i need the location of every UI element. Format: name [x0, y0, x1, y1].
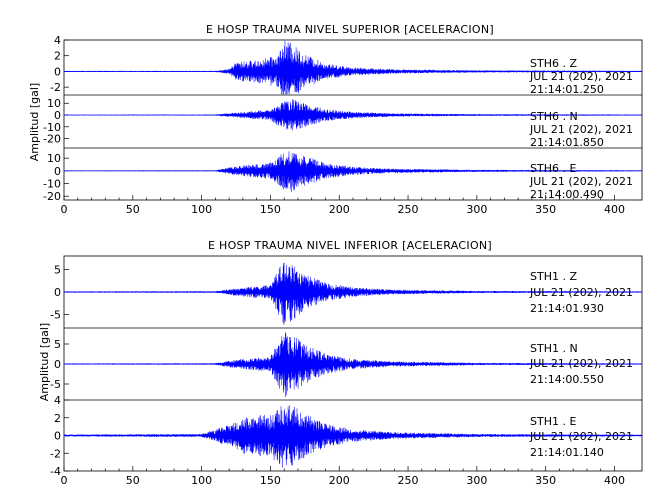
- upper-n-date: JUL 21 (202), 2021: [529, 123, 633, 136]
- x-tick-label: 350: [535, 203, 556, 216]
- y-tick-label: 0: [54, 109, 61, 122]
- y-tick-label: 10: [47, 152, 61, 165]
- upper-z-time: 21:14:01.250: [530, 83, 604, 96]
- y-tick-label: 4: [54, 34, 61, 47]
- x-tick-label: 400: [604, 203, 625, 216]
- upper-panel-e: 100-10-20 STH6 . E JUL 21 (202), 2021 21…: [43, 151, 643, 203]
- y-tick-label: 2: [54, 412, 61, 425]
- y-tick-label: 0: [54, 165, 61, 178]
- lower-x-axis: 0 50 100 150 200 250 300 350 400: [61, 466, 625, 487]
- x-tick-label: 100: [191, 203, 212, 216]
- y-tick-label: -20: [43, 190, 61, 203]
- lower-panel-e: 4 2 0 -2 -4 STH1 . E JUL 21 (202), 2021 21:1…: [50, 394, 643, 478]
- x-tick-label: 250: [398, 203, 419, 216]
- x-tick-label: 200: [329, 203, 350, 216]
- lower-figure: E HOSP TRAUMA NIVEL INFERIOR [ACELERACIO…: [38, 239, 643, 487]
- upper-e-date: JUL 21 (202), 2021: [529, 175, 633, 188]
- upper-x-axis: 0 50 100 150 200 250 300 350 400: [61, 195, 625, 216]
- y-tick-label: 10: [47, 97, 61, 110]
- upper-figure: E HOSP TRAUMA NIVEL SUPERIOR [ACELERACIO…: [28, 23, 643, 216]
- y-tick-label: 5: [54, 338, 61, 351]
- x-tick-label: 350: [535, 474, 556, 487]
- y-tick-label: 0: [54, 286, 61, 299]
- y-tick-label: -10: [43, 178, 61, 191]
- lower-n-trace: [63, 332, 643, 398]
- upper-e-trace: [63, 151, 643, 193]
- lower-n-station: STH1 . N: [530, 342, 578, 355]
- y-tick-label: -2: [50, 81, 61, 94]
- upper-e-station: STH6 . E: [530, 162, 576, 175]
- upper-z-trace: [63, 40, 643, 95]
- upper-n-station: STH6 . N: [530, 110, 578, 123]
- upper-n-y-axis: 100-10-20: [43, 97, 69, 146]
- upper-y-axis-label: Amplitud [gal]: [28, 83, 41, 161]
- lower-z-y-axis: 5 0 -5: [50, 264, 69, 322]
- upper-e-y-axis: 100-10-20: [43, 152, 69, 203]
- y-tick-label: -10: [43, 121, 61, 134]
- y-tick-label: 5: [54, 264, 61, 277]
- lower-e-time: 21:14:01.140: [530, 446, 604, 459]
- lower-chart-title: E HOSP TRAUMA NIVEL INFERIOR [ACELERACIO…: [208, 239, 492, 252]
- lower-e-date: JUL 21 (202), 2021: [529, 430, 633, 443]
- upper-z-y-axis: 4 2 0 -2: [50, 34, 69, 94]
- upper-n-trace: [63, 99, 643, 131]
- x-tick-label: 100: [191, 474, 212, 487]
- x-tick-label: 150: [260, 203, 281, 216]
- y-tick-label: 4: [54, 394, 61, 407]
- upper-panel-z: 4 2 0 -2 STH6 . Z JUL 21 (202), 2021 21:14:…: [50, 34, 643, 96]
- x-tick-label: 250: [398, 474, 419, 487]
- y-tick-label: -2: [50, 447, 61, 460]
- x-tick-label: 300: [466, 203, 487, 216]
- lower-panel-n: 5 0 -5 STH1 . N JUL 21 (202), 2021 21:14:0…: [50, 332, 643, 398]
- y-tick-label: -4: [50, 465, 61, 478]
- lower-z-date: JUL 21 (202), 2021: [529, 286, 633, 299]
- lower-z-time: 21:14:01.930: [530, 302, 604, 315]
- lower-z-trace: [63, 262, 643, 325]
- y-tick-label: -5: [50, 309, 61, 322]
- lower-y-axis-label: Amplitud [gal]: [38, 323, 51, 401]
- upper-n-time: 21:14:01.850: [530, 136, 604, 149]
- lower-e-station: STH1 . E: [530, 415, 576, 428]
- y-tick-label: 0: [54, 65, 61, 78]
- y-tick-label: -20: [43, 133, 61, 146]
- lower-n-date: JUL 21 (202), 2021: [529, 357, 633, 370]
- x-tick-label: 400: [604, 474, 625, 487]
- y-tick-label: 2: [54, 50, 61, 63]
- lower-e-trace: [63, 405, 643, 468]
- upper-z-station: STH6 . Z: [530, 57, 577, 70]
- upper-panel-n: 100-10-20 STH6 . N JUL 21 (202), 2021 21…: [43, 97, 643, 149]
- x-tick-label: 150: [260, 474, 281, 487]
- upper-z-date: JUL 21 (202), 2021: [529, 70, 633, 83]
- y-tick-label: 0: [54, 358, 61, 371]
- x-tick-label: 0: [61, 474, 68, 487]
- lower-panel-z: 5 0 -5 STH1 . Z JUL 21 (202), 2021 21:14:0…: [50, 262, 643, 325]
- x-tick-label: 300: [466, 474, 487, 487]
- x-tick-label: 50: [126, 474, 140, 487]
- upper-e-time: 21:14:00.490: [530, 188, 604, 201]
- y-tick-label: 0: [54, 430, 61, 443]
- lower-n-time: 21:14:00.550: [530, 373, 604, 386]
- x-tick-label: 200: [329, 474, 350, 487]
- lower-z-station: STH1 . Z: [530, 270, 577, 283]
- x-tick-label: 0: [61, 203, 68, 216]
- y-tick-label: -5: [50, 378, 61, 391]
- upper-chart-title: E HOSP TRAUMA NIVEL SUPERIOR [ACELERACIO…: [206, 23, 494, 36]
- x-tick-label: 50: [126, 203, 140, 216]
